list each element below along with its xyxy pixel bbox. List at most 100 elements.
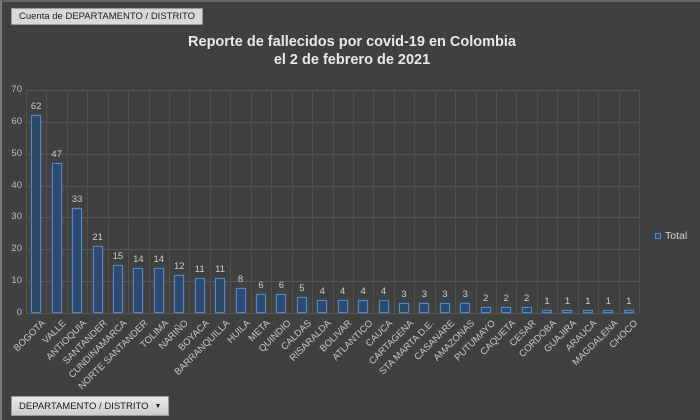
gridline <box>107 90 109 313</box>
gridline <box>536 90 538 313</box>
bar <box>542 309 553 313</box>
gridline <box>312 90 314 313</box>
bar <box>439 303 450 313</box>
bar <box>501 306 512 313</box>
bar-value-label: 4 <box>319 286 325 298</box>
gridline <box>291 90 293 313</box>
bar <box>72 207 83 313</box>
gridline <box>87 90 89 313</box>
bar-value-label: 47 <box>51 149 62 161</box>
gridline <box>455 90 457 313</box>
gridline <box>250 90 252 313</box>
bar <box>31 115 42 313</box>
bar <box>276 293 287 313</box>
pivot-field-value-button[interactable]: Cuenta de DEPARTAMENTO / DISTRITO <box>11 8 203 25</box>
plot-area <box>26 90 640 314</box>
gridline <box>352 90 354 313</box>
y-axis-label: 70 <box>11 84 22 95</box>
bar-value-label: 1 <box>585 295 591 307</box>
gridline <box>26 90 27 313</box>
bar <box>562 309 573 313</box>
bar-value-label: 11 <box>215 263 226 275</box>
bar <box>399 303 410 313</box>
bar <box>582 309 593 313</box>
bar-value-label: 12 <box>173 260 185 272</box>
legend-series-label: Total <box>665 230 688 242</box>
pivot-field-axis-label: DEPARTAMENTO / DISTRITO <box>19 400 149 412</box>
bar-value-label: 14 <box>133 254 144 266</box>
pivot-field-axis-button[interactable]: DEPARTAMENTO / DISTRITO ▼ <box>11 396 170 416</box>
y-axis-label: 30 <box>11 211 22 223</box>
chart-title-line2: el 2 de febrero de 2021 <box>273 52 431 68</box>
bar-value-label: 21 <box>92 232 103 244</box>
gridline <box>230 90 232 313</box>
bar <box>112 265 123 313</box>
bar-value-label: 4 <box>360 286 366 298</box>
bar <box>623 309 634 313</box>
chart-title-line1: Reporte de fallecidos por covid-19 en Co… <box>188 34 516 50</box>
bar <box>358 300 369 313</box>
bar-value-label: 4 <box>380 286 387 298</box>
bar-value-label: 1 <box>564 295 571 307</box>
bar <box>174 274 185 313</box>
bar-value-label: 3 <box>462 289 468 301</box>
gridline <box>598 90 600 313</box>
gridline <box>495 90 497 313</box>
gridline <box>434 90 436 313</box>
gridline <box>46 90 48 313</box>
gridline <box>557 90 559 313</box>
legend-swatch-icon <box>655 233 661 239</box>
bar-value-label: 8 <box>237 273 244 285</box>
gridline <box>373 90 375 313</box>
gridline <box>475 90 477 313</box>
bar <box>51 163 62 313</box>
bar-value-label: 3 <box>442 289 448 301</box>
gridline <box>66 90 68 313</box>
bar-value-label: 14 <box>153 254 165 266</box>
chart-title: Reporte de fallecidos por covid-19 en Co… <box>2 33 700 69</box>
gridline <box>639 90 640 313</box>
bar-value-label: 2 <box>483 292 489 304</box>
bar-value-label: 1 <box>544 295 550 307</box>
bar-value-label: 15 <box>112 251 124 263</box>
gridline <box>618 90 620 313</box>
legend: Total <box>655 230 687 242</box>
bar-value-label: 1 <box>626 295 632 307</box>
bar-value-label: 11 <box>194 263 205 275</box>
bar <box>378 300 389 313</box>
bar <box>296 297 307 313</box>
bar <box>337 300 348 313</box>
bar <box>153 268 164 313</box>
gridline <box>128 90 130 313</box>
bar <box>235 287 246 313</box>
gridline <box>414 90 416 313</box>
bar-value-label: 6 <box>258 279 264 291</box>
bar-value-label: 1 <box>605 295 611 307</box>
gridline <box>516 90 518 313</box>
bar-value-label: 2 <box>523 292 530 304</box>
dropdown-arrow-icon: ▼ <box>154 402 162 410</box>
bar-value-label: 5 <box>299 283 305 295</box>
gridline <box>393 90 395 313</box>
bar-value-label: 6 <box>278 279 285 291</box>
bar <box>521 306 532 313</box>
y-axis-label: 10 <box>11 275 22 287</box>
bar <box>92 246 103 313</box>
gridline <box>169 90 171 313</box>
bar-value-label: 33 <box>71 193 83 205</box>
bar-value-label: 2 <box>503 292 509 304</box>
bar <box>215 277 226 313</box>
gridline <box>189 90 191 313</box>
gridline <box>271 90 273 313</box>
y-axis-label: 50 <box>11 147 22 159</box>
gridline <box>577 90 579 313</box>
y-axis-label: 20 <box>11 243 22 255</box>
bar <box>419 303 430 313</box>
gridline <box>332 90 334 313</box>
bar-value-label: 3 <box>401 289 407 301</box>
pivot-field-value-label: Cuenta de DEPARTAMENTO / DISTRITO <box>19 11 195 22</box>
gridline <box>148 90 150 313</box>
bar <box>480 306 491 313</box>
bar-value-label: 4 <box>340 286 346 298</box>
